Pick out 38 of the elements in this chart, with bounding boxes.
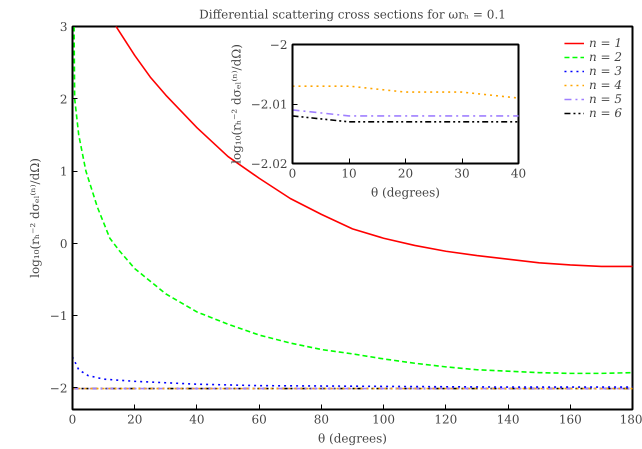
x-tick-label: 0: [288, 166, 296, 180]
x-tick-label: 30: [454, 166, 470, 180]
x-tick-label: 40: [189, 412, 205, 426]
y-tick-label: −2.02: [250, 157, 288, 171]
line-series: [72, 356, 632, 388]
legend-label: n = 5: [588, 92, 622, 106]
y-tick-label: −2: [50, 381, 68, 396]
y-axis-title: log₁₀(rₕ⁻² dσₑₗ⁽ⁿ⁾/dΩ): [230, 44, 244, 164]
y-tick-label: 3: [60, 20, 68, 34]
x-tick-label: 0: [68, 412, 76, 426]
y-axis-title: log₁₀(rₕ⁻² dσₑₗ⁽ⁿ⁾/dΩ): [28, 158, 42, 278]
legend-label: n = 6: [588, 106, 622, 120]
legend-label: n = 2: [588, 50, 622, 64]
y-tick-label: 1: [60, 164, 68, 179]
x-tick-label: 100: [372, 412, 396, 426]
x-tick-label: 140: [496, 412, 520, 426]
x-tick-label: 180: [620, 412, 642, 426]
legend-label: n = 3: [588, 64, 622, 78]
line-series: [73, 26, 632, 374]
x-tick-label: 80: [314, 412, 330, 426]
y-tick-label: −2: [270, 38, 288, 52]
chart-title: Differential scattering cross sections for ωrₕ = 0.1: [199, 8, 506, 22]
x-axis-title: θ (degrees): [318, 432, 387, 446]
x-tick-label: 40: [510, 166, 526, 180]
x-tick-label: 120: [434, 412, 458, 426]
x-tick-label: 10: [341, 166, 357, 180]
y-tick-label: −1: [50, 309, 68, 324]
x-tick-label: 160: [558, 412, 582, 426]
y-tick-label: 2: [60, 92, 68, 106]
legend-label: n = 1: [588, 36, 622, 50]
x-axis-title: θ (degrees): [371, 186, 440, 200]
y-tick-label: −2.01: [250, 98, 288, 112]
y-tick-label: 0: [60, 236, 68, 251]
x-tick-label: 60: [252, 412, 267, 426]
x-tick-label: 20: [127, 412, 142, 426]
line-series: [115, 26, 632, 268]
x-tick-label: 20: [398, 166, 414, 180]
legend-label: n = 4: [588, 78, 622, 92]
